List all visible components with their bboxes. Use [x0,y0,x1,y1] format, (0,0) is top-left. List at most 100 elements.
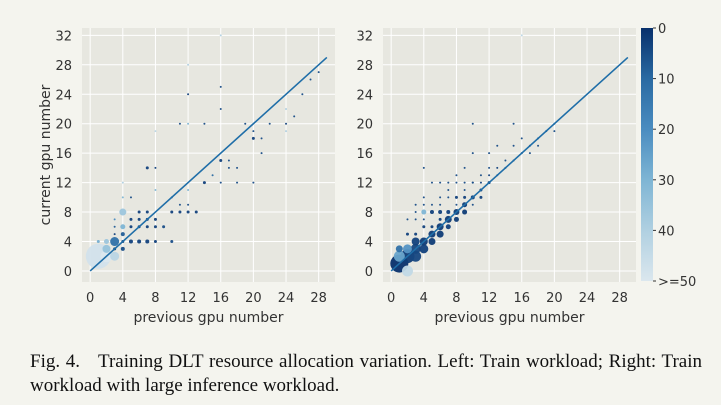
left-scatter-panel: 0 4 8 12 16 20 24 28 0 4 8 12 16 20 24 28 32 previous gpu… [38,28,335,326]
reference-line [390,56,629,272]
data-point [252,181,255,184]
data-point [453,216,459,222]
data-point [454,195,458,199]
data-point [285,107,288,110]
data-point [488,166,491,169]
data-point [488,174,491,177]
data-point [178,210,182,214]
data-point [471,203,474,206]
data-point [268,122,271,125]
data-point [154,166,157,169]
data-point [227,159,230,162]
data-point [479,195,483,199]
data-point [219,107,222,110]
data-point [462,209,468,215]
data-point [446,210,451,215]
data-point [439,196,442,199]
data-point [421,209,427,215]
data-point [119,208,127,216]
data-point [537,144,540,147]
data-point [422,166,425,169]
data-point [121,181,124,184]
data-point [96,240,100,244]
data-point [528,152,531,155]
caption-label: Fig. 4. [30,351,81,372]
data-point [479,181,482,184]
data-point [137,239,142,244]
data-point [113,218,116,221]
y-tick-label: 16 [55,147,72,162]
y-tick-label: 4 [365,236,373,251]
y-tick-label: 12 [356,177,373,192]
x-tick-label: 8 [452,291,460,306]
data-point [113,225,116,228]
data-point [120,232,125,237]
data-point [301,93,304,96]
data-point [252,130,255,133]
data-point [187,203,190,206]
data-point [402,244,412,254]
y-tick-label: 24 [55,88,72,103]
y-tick-label: 32 [356,29,373,44]
data-point [154,130,157,133]
data-point [219,181,222,184]
data-point [455,174,458,177]
colorbar-tick-label: 0 [658,22,666,37]
data-point [103,239,109,245]
data-point [414,218,417,221]
x-tick-label: 0 [86,291,94,306]
data-point [129,196,132,199]
x-tick-label: 4 [119,291,127,306]
data-point [471,181,474,184]
y-axis-label: current gpu number [38,84,54,225]
x-tick-label: 24 [579,291,596,306]
data-point [102,244,111,253]
data-point [219,159,223,163]
figure-caption: Fig. 4. Training DLT resource allocation … [30,350,702,398]
data-point [120,224,126,230]
colorbar-tick-label: 20 [658,123,675,138]
data-point [436,230,444,238]
data-point [170,210,174,214]
data-point [520,34,523,37]
data-point [113,233,116,236]
data-point [178,122,181,125]
y-tick-label: 12 [55,177,72,192]
caption-text: Training DLT resource allocation variati… [30,351,702,396]
data-point [110,251,120,261]
data-point [488,152,491,155]
x-tick-label: 16 [212,291,229,306]
data-point [170,240,174,244]
data-point [211,174,214,177]
figure: 0 4 8 12 16 20 24 28 0 4 8 12 16 20 24 28 32 previous gpu… [38,22,696,326]
y-tick-label: 24 [356,88,373,103]
data-point [203,122,206,125]
x-tick-label: 20 [546,291,563,306]
data-point [428,238,436,246]
x-tick-label: 0 [387,291,395,306]
data-point [445,224,451,230]
data-point [219,34,222,37]
x-tick-label: 4 [420,291,428,306]
data-point [463,181,466,184]
data-point [137,210,141,214]
data-point [260,137,263,140]
y-tick-label: 32 [55,29,72,44]
x-tick-label: 28 [310,291,327,306]
data-point [129,225,133,229]
x-tick-label: 24 [278,291,295,306]
x-tick-label: 20 [245,291,262,306]
x-tick-label: 28 [611,291,628,306]
data-point [129,217,133,221]
data-point [512,144,515,147]
data-point [438,210,443,215]
y-tick-label: 0 [64,265,72,280]
data-point [260,152,263,155]
y-tick-label: 8 [64,206,72,221]
data-point [463,195,467,199]
colorbar-tick-label: 40 [658,224,675,239]
data-point [520,137,523,140]
y-tick-label: 16 [356,147,373,162]
y-tick-label: 28 [356,59,373,74]
data-point [496,166,499,169]
